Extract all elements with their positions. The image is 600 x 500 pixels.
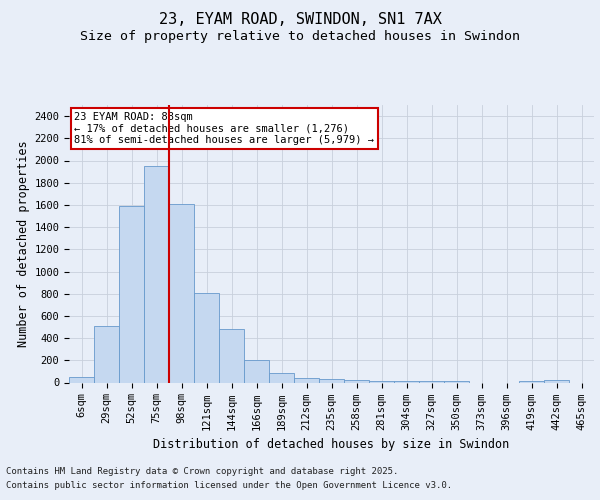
Bar (369, 381, 394, 382)
Bar (144, 166, 169, 382)
Bar (344, 380, 369, 382)
Text: 23, EYAM ROAD, SWINDON, SN1 7AX: 23, EYAM ROAD, SWINDON, SN1 7AX (158, 12, 442, 28)
Text: 23 EYAM ROAD: 88sqm
← 17% of detached houses are smaller (1,276)
81% of semi-det: 23 EYAM ROAD: 88sqm ← 17% of detached ho… (74, 112, 374, 145)
Bar (119, 206, 144, 382)
Y-axis label: Number of detached properties: Number of detached properties (17, 140, 30, 347)
Bar (169, 204, 194, 382)
X-axis label: Distribution of detached houses by size in Swindon: Distribution of detached houses by size … (154, 438, 509, 451)
Text: Contains public sector information licensed under the Open Government Licence v3: Contains public sector information licen… (6, 481, 452, 490)
Bar (294, 378, 319, 382)
Bar (194, 293, 219, 382)
Bar (244, 360, 269, 382)
Text: Size of property relative to detached houses in Swindon: Size of property relative to detached ho… (80, 30, 520, 43)
Bar (219, 329, 244, 382)
Bar (94, 326, 119, 382)
Bar (69, 377, 94, 382)
Bar (544, 380, 569, 382)
Bar (319, 379, 344, 382)
Bar (269, 372, 294, 382)
Text: Contains HM Land Registry data © Crown copyright and database right 2025.: Contains HM Land Registry data © Crown c… (6, 467, 398, 476)
